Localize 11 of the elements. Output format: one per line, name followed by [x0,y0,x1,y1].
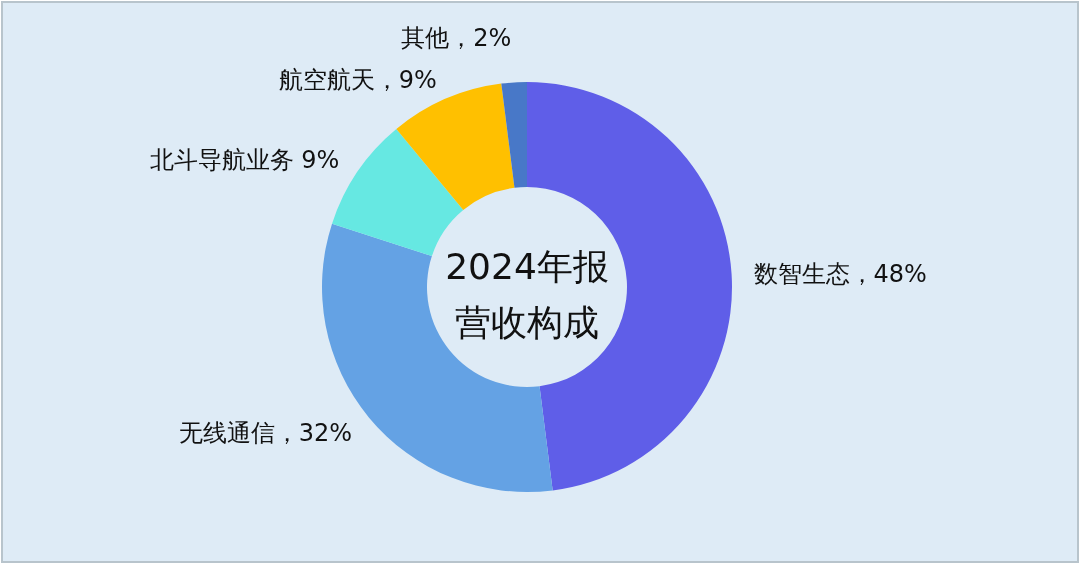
slice-label: 其他 [401,24,450,53]
slice-label: 北斗导航业务 [149,146,294,175]
slice-label: 数智生态 [753,259,850,288]
data-label: ，48% [849,259,927,288]
data-label: 9% [293,146,340,175]
slice-label: 无线通信 [178,418,275,447]
slice-label: 航空航天 [278,65,375,94]
text: 2024年报营收构成 [445,246,609,343]
data-label: ，2% [449,24,512,53]
data-label: ，32% [274,418,353,447]
data-label: ，9% [374,65,437,94]
